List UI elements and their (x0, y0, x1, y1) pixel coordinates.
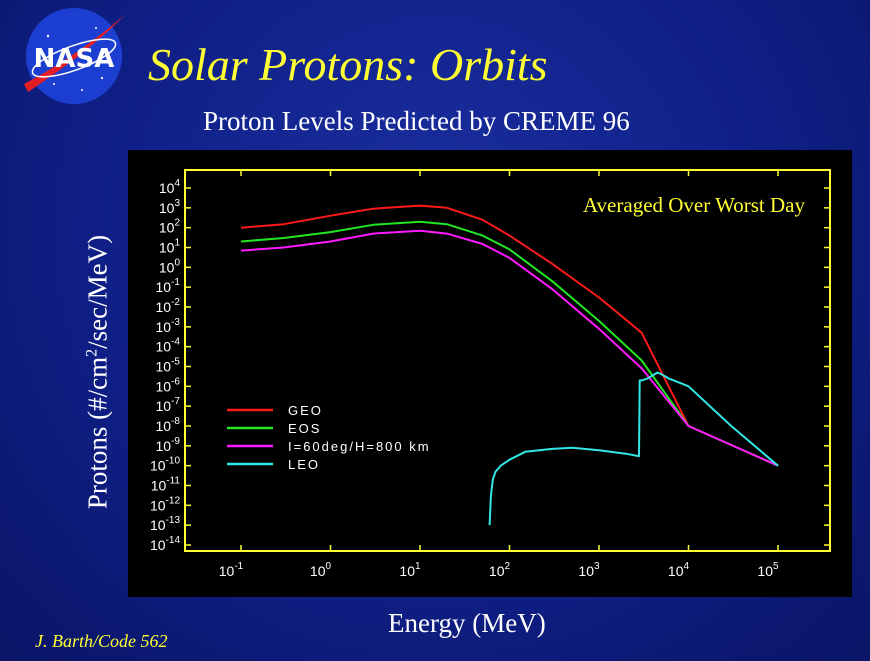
y-tick-label: 102 (159, 218, 181, 236)
series-line-eos (240, 220, 779, 467)
y-tick-label: 101 (159, 238, 181, 256)
series-line-geo (240, 204, 779, 467)
y-tick-label: 103 (159, 198, 181, 216)
x-axis-label: Energy (MeV) (388, 608, 546, 638)
legend-label: LEO (288, 457, 320, 472)
plot-frame (184, 169, 831, 552)
y-tick-label: 10-11 (151, 476, 181, 494)
y-tick-label: 10-12 (150, 495, 180, 513)
slide-subtitle: Proton Levels Predicted by CREME 96 (203, 106, 630, 136)
slide-title: Solar Protons: Orbits (148, 39, 548, 90)
y-axis-label: Protons (#/cm2/sec/MeV) (83, 235, 114, 509)
legend-label: I=60deg/H=800 km (288, 439, 431, 454)
legend-label: EOS (288, 421, 321, 436)
y-tick-label: 10-10 (150, 456, 180, 474)
x-tick-label: 10-1 (219, 561, 244, 579)
legend-label: GEO (288, 403, 323, 418)
x-tick-label: 101 (399, 561, 421, 579)
x-tick-label: 104 (668, 561, 690, 579)
y-tick-label: 10-14 (150, 535, 180, 553)
y-tick-label: 104 (159, 178, 181, 196)
x-tick-label: 100 (310, 561, 332, 579)
y-axis-label-units: /sec/MeV) (82, 234, 113, 349)
chart-panel: 104 103 102 101 100 10-1 10-2 10-3 10-4 10-5 10-6 1… (128, 150, 852, 597)
y-axis-label-superscript: 2 (83, 348, 101, 357)
y-axis-label-main: Protons (#/cm (82, 356, 113, 510)
x-tick-label: 105 (757, 561, 779, 579)
y-tick-label: 100 (159, 257, 181, 275)
y-tick-label: 10-9 (156, 436, 181, 454)
chart-annotation: Averaged Over Worst Day (583, 193, 806, 217)
y-tick-label: 10-2 (156, 297, 181, 315)
y-tick-label: 10-3 (156, 317, 181, 335)
x-tick-label: 102 (489, 561, 511, 579)
series-line-leo (488, 371, 779, 526)
y-tick-label: 10-6 (156, 376, 181, 394)
y-tick-label: 10-5 (156, 357, 181, 375)
nasa-wordmark: NASA (34, 44, 115, 74)
author-credit: J. Barth/Code 562 (35, 631, 168, 651)
y-tick-label: 10-8 (156, 416, 181, 434)
x-tick-label: 103 (578, 561, 600, 579)
y-tick-label: 10-4 (156, 337, 181, 355)
y-tick-label: 10-1 (156, 277, 181, 295)
y-tick-label: 10-13 (150, 515, 180, 533)
nasa-logo: NASA (24, 8, 126, 104)
y-tick-label: 10-7 (156, 396, 181, 414)
series-line-i-60deg-h-800-km (240, 229, 779, 467)
proton-flux-chart: 10410310210110010-110-210-310-410-510-61… (150, 169, 831, 579)
